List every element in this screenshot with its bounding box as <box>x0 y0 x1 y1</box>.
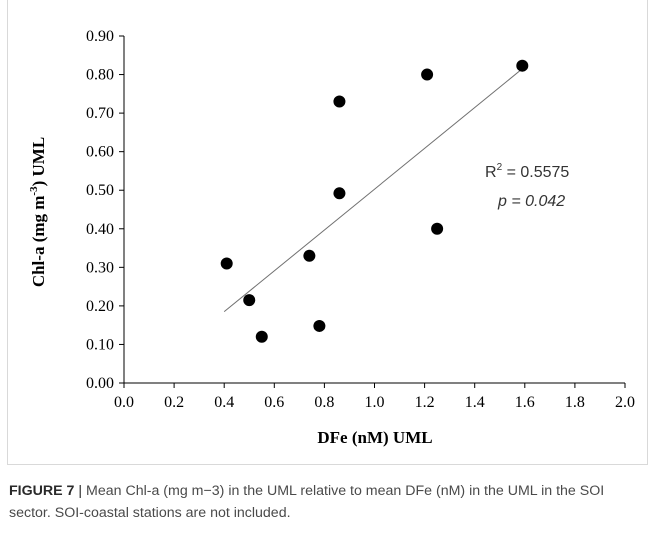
y-tick-label: 0.80 <box>86 67 114 84</box>
y-tick-label: 0.10 <box>86 336 114 353</box>
figure-caption-text: Mean Chl-a (mg m−3) in the UML relative … <box>9 483 605 521</box>
y-axis-title-end: ) UML <box>29 137 48 187</box>
p-value-annotation: p = 0.042 <box>497 193 565 210</box>
x-axis: 0.0 0.2 0.4 0.6 0.8 1.0 1.2 1.4 1.6 1.8 2.0 <box>114 382 635 411</box>
trendline-group <box>223 68 523 313</box>
y-tick-label: 0.40 <box>86 221 114 238</box>
data-point <box>243 294 256 307</box>
data-points <box>220 59 529 343</box>
y-axis: 0.00 0.10 0.20 0.30 0.40 0.50 0.60 0.70 0.80 0.90 <box>86 28 125 392</box>
y-tick-label: 0.60 <box>86 144 114 161</box>
data-point <box>313 319 326 332</box>
y-axis-title-sup: -3 <box>28 186 40 196</box>
figure-frame <box>7 0 648 465</box>
x-tick-label: 1.2 <box>415 394 435 411</box>
data-point <box>255 330 268 343</box>
data-point <box>333 95 346 108</box>
data-point <box>220 257 233 270</box>
figure-separator: | <box>74 483 87 499</box>
scatter-chart: 0.00 0.10 0.20 0.30 0.40 0.50 0.60 0.70 0.80 0.90… <box>28 28 635 447</box>
data-point <box>431 222 444 235</box>
x-tick-label: 0.2 <box>164 394 184 411</box>
x-tick-label: 2.0 <box>615 394 635 411</box>
figure-caption: FIGURE 7 | Mean Chl-a (mg m−3) in the UM… <box>9 480 649 524</box>
y-tick-label: 0.70 <box>86 105 114 122</box>
r-squared-sup: 2 <box>497 162 503 173</box>
x-tick-label: 1.6 <box>515 394 535 411</box>
x-axis-title: DFe (nM) UML <box>317 428 432 447</box>
data-point <box>516 59 529 72</box>
x-tick-label: 0.6 <box>264 394 284 411</box>
trendline <box>223 68 523 313</box>
p-value-label: p <box>497 193 507 210</box>
x-tick-label: 0.4 <box>214 394 234 411</box>
y-axis-title-main: Chl-a (mg m <box>29 196 48 288</box>
y-tick-label: 0.00 <box>86 375 114 392</box>
x-tick-label: 0.0 <box>114 394 134 411</box>
x-tick-label: 0.8 <box>314 394 334 411</box>
figure-label: FIGURE 7 <box>9 483 75 499</box>
data-point <box>303 249 316 262</box>
y-tick-label: 0.50 <box>86 182 114 199</box>
r-squared-value: = 0.5575 <box>502 164 569 181</box>
y-tick-label: 0.90 <box>86 28 114 45</box>
y-tick-label: 0.30 <box>86 259 114 276</box>
x-tick-label: 1.8 <box>565 394 585 411</box>
r-squared-annotation: R2 = 0.5575 <box>485 162 569 181</box>
x-tick-label: 1.4 <box>465 394 485 411</box>
y-tick-label: 0.20 <box>86 298 114 315</box>
y-axis-title: Chl-a (mg m-3) UML <box>28 137 48 287</box>
p-value-value: = 0.042 <box>507 193 565 210</box>
x-tick-label: 1.0 <box>365 394 385 411</box>
data-point <box>333 187 346 200</box>
r-squared-label: R <box>485 164 497 181</box>
data-point <box>421 68 434 81</box>
